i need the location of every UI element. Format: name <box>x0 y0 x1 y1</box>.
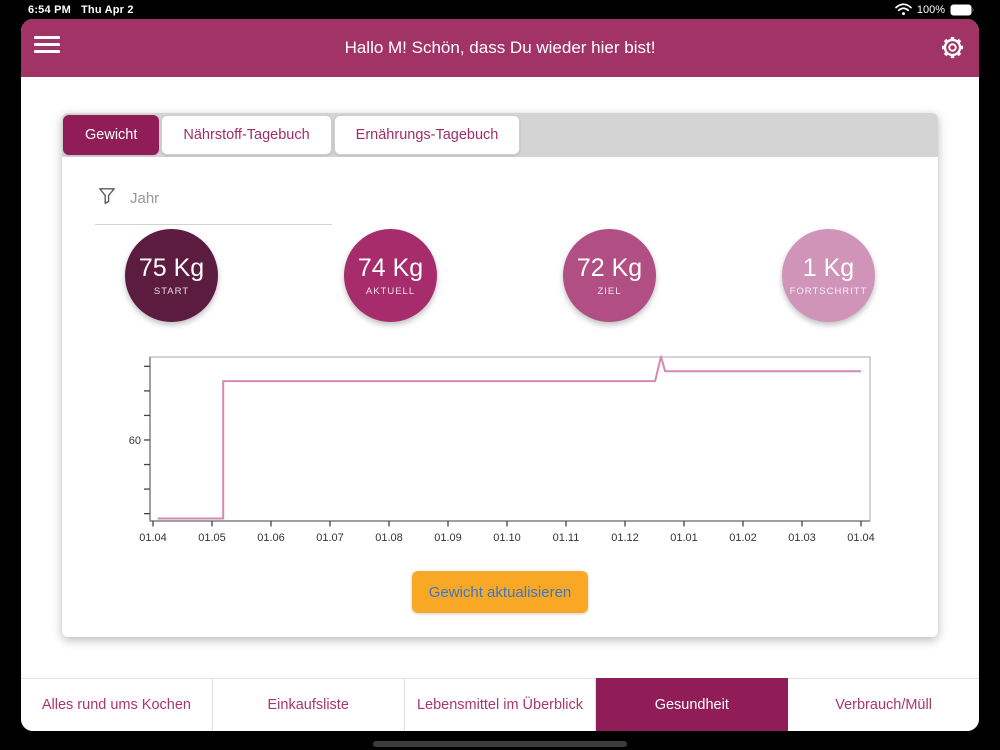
goal-weight-label: ZIEL <box>597 286 622 297</box>
weight-stats-row: 75 Kg START 74 Kg AKTUELL 72 Kg ZIEL 1 K… <box>62 229 938 322</box>
svg-text:01.08: 01.08 <box>375 532 403 544</box>
svg-text:01.01: 01.01 <box>670 532 698 544</box>
goal-weight-value: 72 Kg <box>576 254 643 282</box>
tab-naehrstoff-tagebuch[interactable]: Nährstoff-Tagebuch <box>161 115 332 155</box>
svg-text:01.09: 01.09 <box>434 532 462 544</box>
battery-percent-label: 100% <box>916 3 945 16</box>
gewicht-card: Gewicht Nährstoff-Tagebuch Ernährungs-Ta… <box>62 113 938 637</box>
greeting-title: Hallo M! Schön, dass Du wieder hier bist… <box>344 38 656 57</box>
svg-text:01.05: 01.05 <box>198 532 226 544</box>
tab-gewicht[interactable]: Gewicht <box>63 115 160 155</box>
svg-text:01.11: 01.11 <box>553 532 580 544</box>
svg-text:01.04: 01.04 <box>139 532 167 544</box>
tab-bar: Gewicht Nährstoff-Tagebuch Ernährungs-Ta… <box>62 113 938 157</box>
svg-text:01.07: 01.07 <box>316 532 344 544</box>
nav-gesundheit[interactable]: Gesundheit <box>596 678 789 731</box>
nav-alles-rund-ums-kochen[interactable]: Alles rund ums Kochen <box>21 678 213 731</box>
svg-text:60: 60 <box>129 435 141 447</box>
current-weight-value: 74 Kg <box>357 254 424 282</box>
nav-lebensmittel-im-ueberblick[interactable]: Lebensmittel im Überblick <box>404 678 597 731</box>
svg-text:01.02: 01.02 <box>729 532 757 544</box>
year-filter-placeholder: Jahr <box>130 190 160 207</box>
svg-text:01.10: 01.10 <box>493 532 521 544</box>
app-screen: Hallo M! Schön, dass Du wieder hier bist… <box>21 19 979 731</box>
svg-text:01.12: 01.12 <box>611 532 639 544</box>
funnel-icon <box>97 186 117 211</box>
wifi-icon <box>895 3 912 16</box>
progress-weight-value: 1 Kg <box>802 254 855 282</box>
year-filter-field[interactable]: Jahr <box>95 177 332 225</box>
date: Thu Apr 2 <box>80 3 134 16</box>
home-indicator[interactable] <box>373 741 627 747</box>
start-weight-label: START <box>153 286 190 297</box>
stat-circle-start: 75 Kg START <box>125 229 218 322</box>
update-weight-button[interactable]: Gewicht aktualisieren <box>412 571 588 613</box>
tab-ernaehrungs-tagebuch[interactable]: Ernährungs-Tagebuch <box>333 115 521 155</box>
battery-full-icon <box>950 4 975 16</box>
svg-text:01.06: 01.06 <box>257 532 285 544</box>
start-weight-value: 75 Kg <box>138 254 205 282</box>
hamburger-menu-icon[interactable] <box>34 36 60 53</box>
clock: 6:54 PM <box>28 3 71 16</box>
bottom-nav: Alles rund ums Kochen Einkaufsliste Lebe… <box>21 678 979 731</box>
current-weight-label: AKTUELL <box>365 286 416 297</box>
stat-circle-ziel: 72 Kg ZIEL <box>563 229 656 322</box>
svg-text:01.04: 01.04 <box>847 532 875 544</box>
stat-circle-fortschritt: 1 Kg FORTSCHRITT <box>782 229 875 322</box>
stat-circle-aktuell: 74 Kg AKTUELL <box>344 229 437 322</box>
weight-chart-wrap: 60 01.04 01.05 01.06 01.07 01.08 01.09 01.10 01.… <box>117 338 917 573</box>
status-bar: 6:54 PM Thu Apr 2 100% <box>0 0 1000 19</box>
weight-chart: 60 01.04 01.05 01.06 01.07 01.08 01.09 01.10 01.… <box>129 355 875 544</box>
nav-einkaufsliste[interactable]: Einkaufsliste <box>212 678 405 731</box>
progress-weight-label: FORTSCHRITT <box>789 286 868 297</box>
app-header: Hallo M! Schön, dass Du wieder hier bist… <box>21 19 979 77</box>
gear-icon[interactable] <box>939 34 966 66</box>
svg-text:01.03: 01.03 <box>788 532 816 544</box>
nav-verbrauch-muell[interactable]: Verbrauch/Müll <box>788 678 979 731</box>
